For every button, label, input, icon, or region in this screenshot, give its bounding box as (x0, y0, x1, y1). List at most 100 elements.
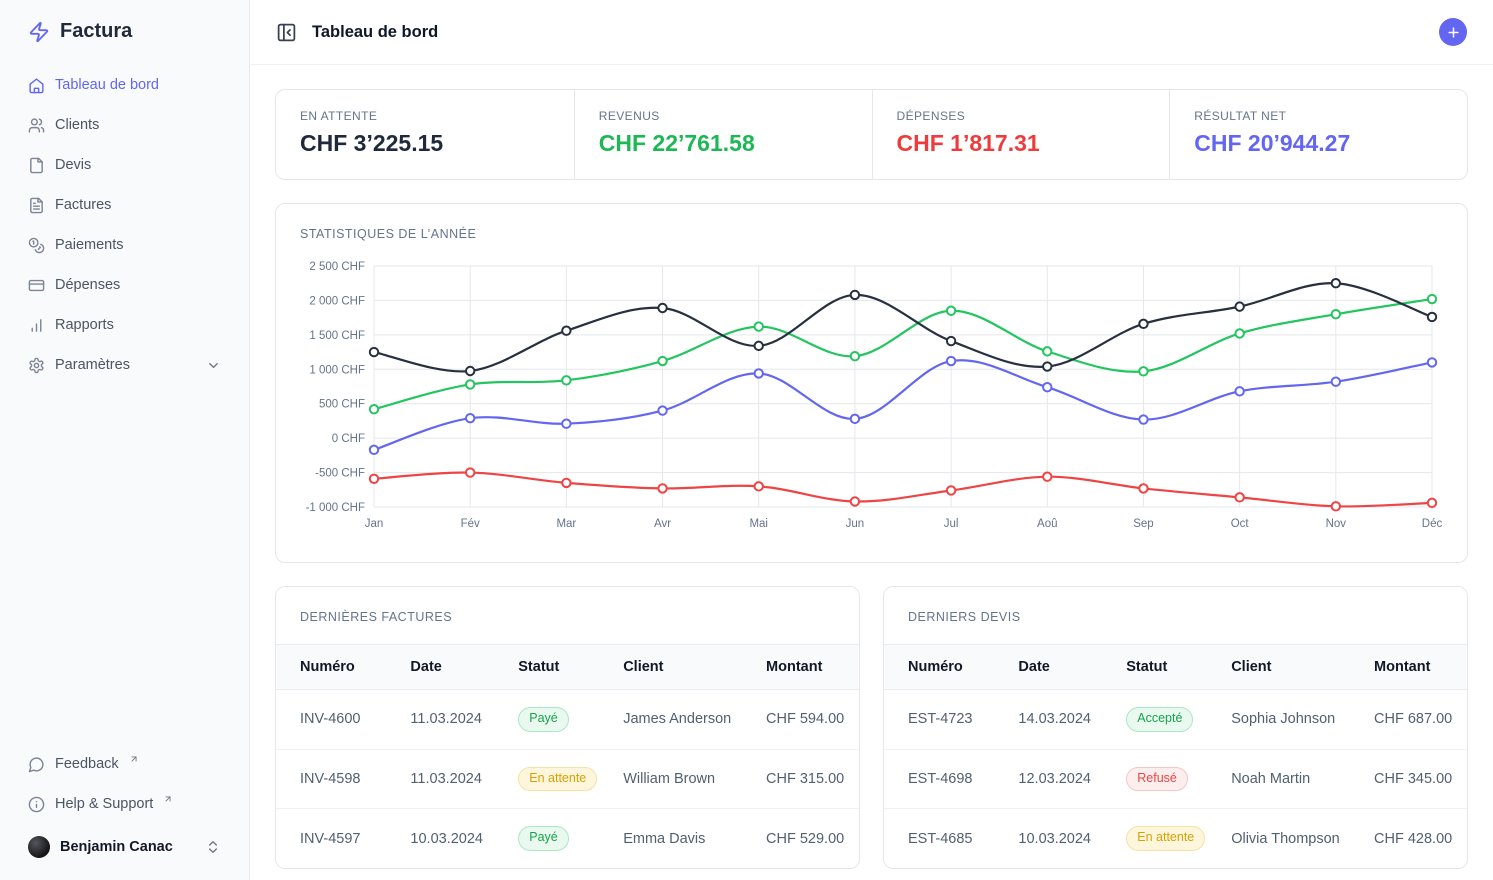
data-point-marker (561, 375, 572, 386)
data-point-marker (368, 444, 380, 456)
user-menu[interactable]: Benjamin Canac (16, 828, 233, 866)
data-point-marker (1138, 318, 1149, 330)
data-point-marker (561, 325, 572, 336)
status-badge: Payé (518, 707, 569, 732)
data-point-marker (561, 418, 572, 429)
sidebar-item-d-penses[interactable]: Dépenses (16, 269, 233, 301)
sidebar-item-label: Dépenses (55, 277, 121, 293)
home-icon (29, 77, 44, 93)
year-statistics-chart: 2 500 CHF 2 000 CHF 1 500 CHF 1 000 CHF 500 … (306, 261, 1443, 530)
date-cell: 10.03.2024 (1006, 808, 1115, 868)
column-header-num-ro: Numéro (884, 644, 1007, 690)
status-badge: Accepté (1126, 707, 1194, 732)
data-point-marker (1234, 328, 1245, 339)
montant-cell: CHF 428.00 (1362, 808, 1467, 868)
data-point-marker (753, 340, 764, 352)
data-point-marker (1330, 376, 1342, 387)
sidebar-item-feedback[interactable]: Feedback (16, 748, 233, 780)
montant-cell: CHF 529.00 (754, 808, 859, 868)
sidebar-item-rapports[interactable]: Rapports (16, 309, 233, 341)
data-point-marker (1234, 301, 1245, 312)
coins-icon (28, 237, 45, 253)
column-header-montant: Montant (1362, 644, 1467, 690)
sidebar-item-paiements[interactable]: Paiements (16, 229, 233, 261)
plus-icon (1447, 26, 1459, 38)
table-row[interactable]: INV-4597 10.03.2024 Payé Emma Davis CHF 529.… (276, 808, 859, 868)
sidebar-item-param-tres[interactable]: Paramètres (16, 349, 233, 381)
client-cell: Noah Martin (1219, 748, 1363, 809)
data-point-marker (1234, 492, 1245, 503)
table-row[interactable]: EST-4685 10.03.2024 En attente Olivia Thomp… (884, 808, 1467, 868)
year-statistics-card: STATISTIQUES DE L’ANNÉE 2 500 CHF 2 000 C… (275, 203, 1468, 563)
stat-value: CHF 1’817.31 (896, 130, 1040, 156)
info-icon (28, 796, 45, 812)
chevron-down-icon (209, 362, 218, 368)
sidebar-footer: Feedback Help & Support Benjamin Canac (16, 748, 233, 866)
app-name: Factura (60, 20, 133, 42)
table-row[interactable]: INV-4600 11.03.2024 Payé James Anderson CHF … (276, 690, 859, 750)
series-green (368, 293, 1438, 415)
data-point-marker (464, 412, 476, 424)
data-point-marker (1042, 361, 1053, 372)
sidebar-item-tableau-de-bord[interactable]: Tableau de bord (16, 69, 233, 101)
column-header-date: Date (398, 644, 507, 690)
data-point-marker (1426, 357, 1438, 368)
chart-axis-labels: 2 500 CHF 2 000 CHF 1 500 CHF 1 000 CHF 500 … (306, 261, 1443, 530)
data-point-marker (1138, 366, 1149, 377)
status-badge: Payé (518, 826, 569, 851)
data-point-marker (849, 413, 861, 425)
column-header-client: Client (1219, 644, 1363, 690)
column-header-date: Date (1006, 644, 1115, 690)
table-row[interactable]: EST-4698 12.03.2024 Refusé Noah Martin CHF 3… (884, 748, 1467, 809)
svg-text:Avr: Avr (654, 518, 671, 530)
data-point-marker (753, 481, 764, 492)
lightning-icon (29, 21, 49, 42)
numero-cell: EST-4685 (884, 808, 1007, 868)
bar-chart-icon (31, 318, 42, 332)
table-row[interactable]: EST-4723 14.03.2024 Accepté Sophia Johnson C… (884, 690, 1467, 750)
sidebar-collapse-button[interactable] (276, 22, 297, 43)
sidebar-item-clients[interactable]: Clients (16, 109, 233, 141)
add-button[interactable] (1439, 18, 1467, 46)
svg-text:-1 000 CHF: -1 000 CHF (306, 502, 365, 514)
stat-value: CHF 3’225.15 (300, 130, 444, 156)
data-table: Numéro Date Statut Client Montant EST-4723 14.… (884, 644, 1467, 868)
main-area: Tableau de bord EN ATTENTE CHF 3’225.15 RE… (250, 0, 1493, 880)
numero-cell: EST-4723 (908, 711, 973, 728)
numero-cell: INV-4597 (276, 808, 399, 868)
svg-text:Sep: Sep (1133, 518, 1153, 530)
svg-text:Déc: Déc (1422, 518, 1443, 530)
client-cell: James Anderson (623, 711, 732, 728)
data-point-marker (849, 496, 861, 507)
sidebar-item-help-support[interactable]: Help & Support (16, 788, 233, 820)
data-point-marker (945, 485, 957, 496)
svg-text:Mar: Mar (556, 518, 576, 530)
chart-title: STATISTIQUES DE L’ANNÉE (300, 227, 477, 241)
app-logo[interactable]: Factura (16, 15, 233, 48)
data-point-marker (657, 355, 668, 367)
file-text-icon (30, 197, 43, 213)
sidebar-nav: Tableau de bord Clients Devis Factures Paiem… (16, 69, 233, 381)
page-title: Tableau de bord (312, 22, 439, 41)
data-point-marker (561, 477, 572, 489)
sidebar-item-factures[interactable]: Factures (16, 189, 233, 221)
data-point-marker (464, 379, 476, 390)
status-badge: En attente (518, 766, 598, 792)
data-point-marker (1042, 471, 1053, 482)
data-point-marker (657, 483, 668, 494)
client-cell: Emma Davis (611, 808, 755, 868)
svg-text:500 CHF: 500 CHF (319, 399, 365, 411)
sidebar-item-devis[interactable]: Devis (16, 149, 233, 181)
data-point-marker (1426, 497, 1438, 509)
column-header-montant: Montant (754, 644, 859, 690)
data-point-marker (945, 305, 957, 316)
table-row[interactable]: INV-4598 11.03.2024 En attente William Brow… (276, 748, 859, 809)
montant-cell: CHF 687.00 (1374, 711, 1453, 728)
numero-cell: INV-4598 (276, 748, 399, 809)
sidebar-item-label: Tableau de bord (55, 77, 159, 93)
stat-value: CHF 22’761.58 (598, 130, 755, 156)
stat-value: CHF 20’944.27 (1194, 130, 1351, 156)
statut-cell: Payé (506, 690, 611, 750)
svg-text:Mai: Mai (749, 518, 768, 530)
data-point-marker (368, 473, 380, 484)
